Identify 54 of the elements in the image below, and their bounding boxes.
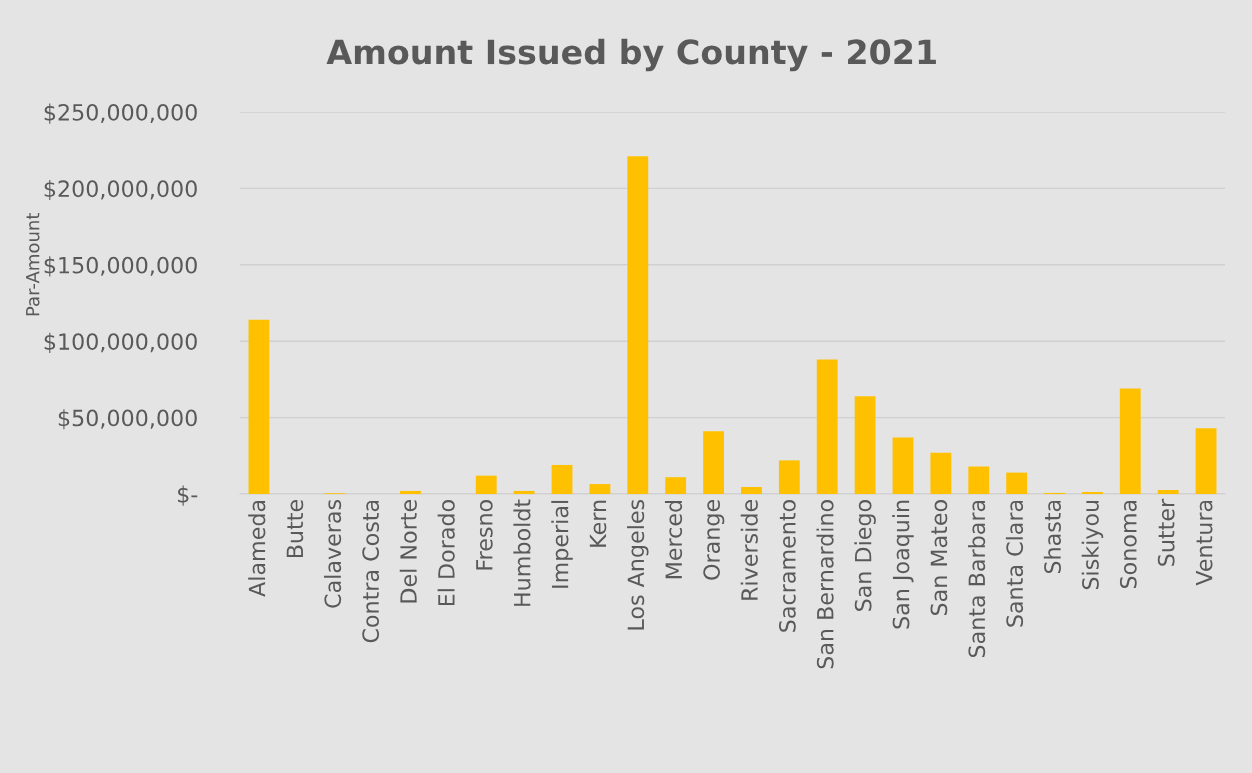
chart-title: Amount Issued by County - 2021 (326, 38, 936, 72)
x-tick-label: Imperial (551, 500, 573, 588)
x-tick-label: Sonoma (1119, 500, 1137, 589)
bar (589, 484, 611, 494)
x-tick-label: San Mateo (930, 500, 948, 616)
y-tick-label: $150,000,000 (44, 256, 197, 277)
x-tick-label: Humboldt (513, 499, 531, 606)
x-tick-label: Sacramento (778, 500, 796, 632)
bar (248, 319, 270, 494)
bar (1157, 490, 1179, 494)
x-tick-label: Sutter (1157, 498, 1175, 566)
x-tick-label: El Dorado (437, 500, 455, 606)
x-tick-label: Shasta (1043, 500, 1061, 574)
bar (513, 490, 535, 494)
x-tick-label: Fresno (476, 500, 493, 570)
x-tick-label: San Diego (854, 500, 876, 611)
bar (968, 466, 990, 494)
bar (703, 431, 724, 494)
x-tick-label: Butte (286, 500, 304, 558)
bar (551, 464, 573, 494)
x-tick-label: Merced (664, 500, 683, 579)
x-tick-label: Ventura (1195, 500, 1213, 586)
bar (1195, 428, 1217, 494)
x-tick-label: Siskiyou (1081, 500, 1104, 590)
x-tick-label: Riverside (740, 500, 758, 600)
x-tick-label: Calaveras (323, 499, 342, 608)
y-axis-title: Par-Amount (26, 212, 40, 316)
bar (892, 437, 914, 494)
x-tick-label: Santa Barbara (968, 500, 986, 658)
bar (475, 475, 497, 494)
bar (854, 396, 876, 494)
x-tick-label: Los Angeles (627, 499, 649, 630)
x-tick-label: San Joaquin (892, 500, 914, 629)
x-tick-label: Orange (703, 500, 725, 580)
x-tick-label: Alameda (248, 500, 266, 597)
bar (665, 477, 687, 494)
y-tick-label: $200,000,000 (44, 179, 197, 201)
bar (400, 490, 421, 494)
x-tick-label: Del Norte (399, 500, 417, 603)
bar (1006, 472, 1028, 494)
bar (930, 452, 952, 494)
x-tick-label: Kern (589, 500, 607, 547)
y-tick-label: $- (178, 485, 198, 506)
bar (741, 486, 762, 494)
bar (778, 460, 800, 494)
bar (816, 359, 838, 494)
y-tick-label: $50,000,000 (58, 409, 197, 430)
x-tick-label: Contra Costa (362, 500, 380, 643)
bar (627, 156, 649, 494)
y-tick-label: $250,000,000 (44, 103, 197, 124)
x-tick-label: San Bernardino (816, 500, 834, 669)
bar (1119, 388, 1141, 494)
x-tick-label: Santa Clara (1005, 500, 1024, 627)
y-tick-label: $100,000,000 (44, 332, 197, 353)
